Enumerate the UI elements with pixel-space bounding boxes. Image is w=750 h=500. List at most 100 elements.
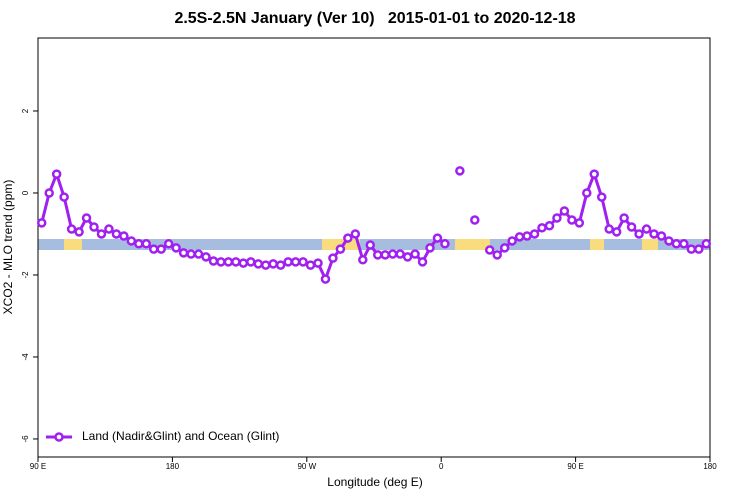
data-point xyxy=(96,229,107,239)
y-tick-label: -6 xyxy=(21,435,30,443)
data-point xyxy=(148,244,159,254)
data-point xyxy=(156,244,166,254)
data-point xyxy=(470,215,480,225)
data-point xyxy=(664,236,674,246)
data-point xyxy=(134,239,144,249)
data-point xyxy=(350,229,361,239)
data-point xyxy=(119,231,129,241)
data-point xyxy=(126,236,137,246)
data-point xyxy=(626,222,637,232)
data-point xyxy=(694,244,704,254)
data-point xyxy=(574,218,585,228)
data-point xyxy=(455,166,465,176)
data-point xyxy=(619,213,629,223)
y-axis-label: XCO2 - MLO trend (ppm) xyxy=(1,180,15,315)
data-point xyxy=(104,224,114,234)
data-point xyxy=(223,257,234,267)
data-point xyxy=(679,239,689,249)
data-point xyxy=(649,229,659,239)
data-point xyxy=(358,255,368,265)
y-tick-label: 0 xyxy=(21,190,30,195)
data-point xyxy=(671,239,682,249)
plot-frame xyxy=(37,37,711,458)
data-point xyxy=(559,206,570,216)
data-point xyxy=(604,224,614,234)
data-point xyxy=(387,249,398,259)
data-point xyxy=(246,257,256,267)
data-point xyxy=(186,249,196,259)
data-point xyxy=(582,188,592,198)
data-point xyxy=(298,257,308,267)
data-point xyxy=(178,248,189,258)
data-point xyxy=(231,257,241,267)
legend: Land (Nadir&Glint) and Ocean (Glint) xyxy=(46,429,279,443)
data-point xyxy=(410,249,420,259)
data-point xyxy=(372,250,383,260)
data-point xyxy=(44,188,54,198)
data-point xyxy=(275,260,286,270)
data-point xyxy=(320,274,331,284)
data-point xyxy=(402,252,413,262)
data-point xyxy=(686,244,697,254)
data-point xyxy=(59,192,69,202)
data-point xyxy=(552,213,562,223)
data-point xyxy=(365,240,376,250)
x-tick-label: 90 W xyxy=(297,462,316,471)
data-point xyxy=(701,239,712,249)
data-point xyxy=(380,250,390,260)
data-point xyxy=(208,256,219,266)
data-point xyxy=(634,229,644,239)
data-point xyxy=(216,257,226,267)
data-point xyxy=(51,169,62,179)
data-point xyxy=(81,213,92,223)
data-point xyxy=(283,257,293,267)
data-point xyxy=(36,218,47,228)
data-point xyxy=(417,257,428,267)
data-point xyxy=(201,252,211,262)
data-point xyxy=(238,258,249,268)
x-tick-label: 90 E xyxy=(567,462,583,471)
data-point xyxy=(440,239,450,249)
y-tick-label: 2 xyxy=(21,108,30,113)
legend-label: Land (Nadir&Glint) and Ocean (Glint) xyxy=(82,429,279,443)
data-point xyxy=(596,192,607,202)
data-point xyxy=(507,236,517,246)
data-point xyxy=(260,260,271,270)
data-point xyxy=(290,257,301,267)
data-point xyxy=(268,259,278,269)
data-point xyxy=(611,227,622,237)
x-axis-label: Longitude (deg E) xyxy=(327,475,422,489)
legend-marker xyxy=(54,432,64,442)
data-point xyxy=(89,222,99,232)
data-point xyxy=(492,250,502,260)
chart-title: 2.5S-2.5N January (Ver 10) 2015-01-01 to… xyxy=(174,10,575,27)
data-point xyxy=(313,258,323,268)
data-point xyxy=(522,231,532,241)
data-point xyxy=(171,243,181,253)
data-point xyxy=(253,259,264,269)
data-point xyxy=(432,233,443,243)
data-point xyxy=(395,249,405,259)
data-point xyxy=(141,239,152,249)
data-point xyxy=(343,233,353,243)
data-point xyxy=(335,244,346,254)
data-point xyxy=(544,221,555,231)
data-point xyxy=(514,232,525,242)
data-point xyxy=(589,169,600,179)
data-point xyxy=(305,260,316,270)
data-point xyxy=(328,253,338,263)
x-tick-label: 180 xyxy=(166,462,180,471)
y-tick-label: -4 xyxy=(21,353,30,361)
y-tick-label: -2 xyxy=(21,271,30,279)
data-point xyxy=(567,215,577,225)
data-point xyxy=(641,224,652,234)
data-point xyxy=(163,239,174,249)
x-tick-label: 0 xyxy=(439,462,444,471)
data-point xyxy=(537,223,547,233)
data-point xyxy=(193,249,204,259)
data-point xyxy=(66,224,77,234)
data-point xyxy=(484,245,495,255)
data-point xyxy=(111,229,122,239)
data-point xyxy=(529,229,540,239)
